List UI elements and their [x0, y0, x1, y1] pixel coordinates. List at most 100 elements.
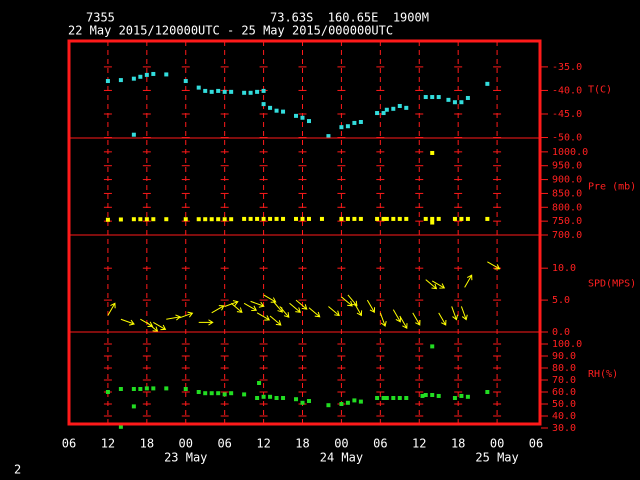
- data-point: [151, 71, 156, 76]
- wind-arrow: [198, 319, 214, 326]
- data-point: [423, 393, 428, 397]
- data-point: [268, 105, 273, 110]
- data-point: [306, 216, 311, 221]
- y-axis-label: RH(%): [588, 369, 618, 380]
- wind-arrow: [328, 306, 340, 317]
- wind-arrow: [279, 306, 290, 318]
- data-point: [436, 393, 441, 398]
- data-point: [255, 89, 260, 94]
- data-point: [281, 109, 286, 114]
- data-point: [465, 95, 470, 100]
- data-point: [131, 387, 136, 391]
- y-axis-label: SPD(MPS): [588, 279, 636, 290]
- data-point: [196, 85, 201, 90]
- data-point: [131, 404, 136, 409]
- wind-arrow: [438, 312, 447, 326]
- data-point: [216, 88, 221, 93]
- data-point: [203, 88, 208, 93]
- wind-arrow: [431, 280, 446, 289]
- y-tick-label: 90.0: [552, 351, 576, 362]
- data-point: [183, 79, 188, 84]
- data-point: [164, 72, 169, 77]
- data-point: [131, 217, 136, 222]
- data-point: [229, 89, 234, 94]
- data-point: [384, 107, 389, 112]
- data-point: [209, 217, 214, 222]
- data-point: [274, 216, 279, 221]
- data-point: [326, 403, 331, 408]
- x-tick-label: 18: [451, 437, 465, 451]
- data-point: [118, 424, 123, 429]
- data-point: [164, 386, 169, 391]
- data-point: [339, 402, 344, 406]
- data-point: [306, 399, 311, 403]
- data-point: [397, 216, 402, 221]
- data-point: [446, 97, 451, 102]
- time-period: 22 May 2015/120000UTC - 25 May 2015/0000…: [68, 24, 393, 38]
- data-point: [261, 88, 266, 93]
- y-tick-label: -50.0: [552, 133, 582, 144]
- data-point: [248, 216, 253, 221]
- data-point: [452, 216, 457, 221]
- wind-arrow: [412, 312, 421, 326]
- wind-arrow: [153, 321, 167, 331]
- x-tick-label: 00: [334, 437, 348, 451]
- y-tick-label: 30.0: [552, 423, 576, 434]
- data-point: [131, 132, 136, 137]
- y-tick-label: 900.0: [552, 175, 582, 186]
- data-point: [485, 390, 490, 394]
- data-point: [144, 72, 149, 77]
- y-tick-label: 10.0: [552, 263, 576, 274]
- y-tick-label: 1000.0: [552, 147, 588, 158]
- data-point: [183, 387, 188, 391]
- data-point: [452, 396, 457, 400]
- data-point: [381, 111, 386, 116]
- data-point: [229, 217, 234, 222]
- y-axis-label: Pre (mb): [588, 182, 636, 193]
- data-point: [384, 216, 389, 221]
- data-point: [375, 396, 380, 400]
- wind-arrow: [295, 299, 308, 310]
- data-point: [423, 95, 428, 100]
- data-point: [430, 95, 435, 100]
- x-tick-label: 12: [256, 437, 270, 451]
- data-point: [375, 111, 380, 116]
- y-tick-label: -45.0: [552, 109, 582, 120]
- wind-arrow: [146, 322, 159, 333]
- data-point: [404, 216, 409, 221]
- y-tick-label: 40.0: [552, 411, 576, 422]
- data-point: [229, 391, 234, 396]
- wind-arrow: [179, 311, 194, 319]
- data-point: [203, 217, 208, 222]
- data-point: [352, 216, 357, 221]
- y-tick-label: 800.0: [552, 202, 582, 213]
- wind-arrow: [256, 312, 271, 321]
- data-point: [257, 381, 262, 385]
- data-point: [164, 217, 169, 222]
- data-point: [459, 100, 464, 105]
- wind-arrow: [107, 302, 116, 316]
- plot-frame: [67, 39, 542, 426]
- data-point: [118, 387, 123, 391]
- data-point: [294, 113, 299, 118]
- data-point: [352, 120, 357, 125]
- data-point: [459, 393, 464, 398]
- data-point: [352, 398, 357, 403]
- station-location: 73.63S 160.65E 1900M: [270, 11, 429, 25]
- page-number: 2: [14, 463, 21, 477]
- data-point: [222, 89, 227, 94]
- wind-arrow: [366, 299, 376, 314]
- data-point: [404, 105, 409, 110]
- data-point: [138, 387, 143, 391]
- x-tick-label: 00: [179, 437, 193, 451]
- data-point: [196, 217, 201, 222]
- data-point: [300, 216, 305, 221]
- data-point: [248, 90, 253, 95]
- data-point: [196, 390, 201, 394]
- x-tick-label: 06: [529, 437, 543, 451]
- y-tick-label: 100.0: [552, 339, 582, 350]
- data-point: [430, 150, 435, 155]
- wind-arrow: [308, 307, 321, 318]
- data-point: [381, 396, 386, 400]
- data-point: [242, 392, 247, 397]
